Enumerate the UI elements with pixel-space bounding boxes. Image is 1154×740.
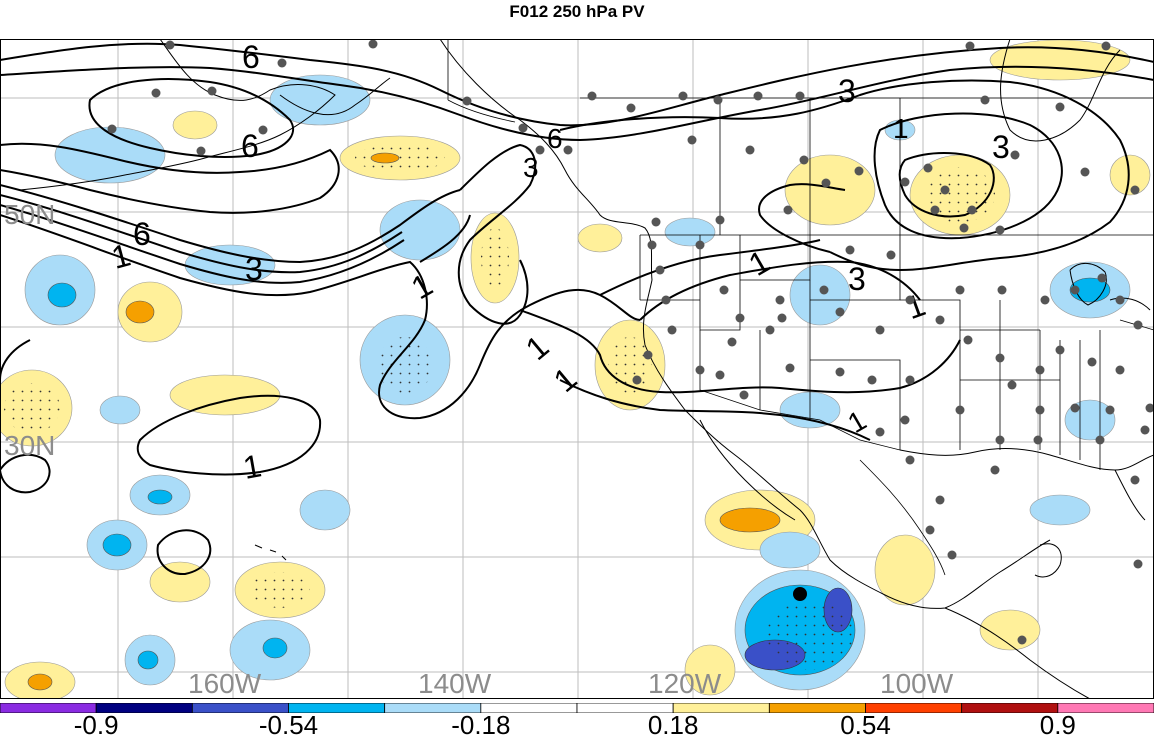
lon-label-160w: 160W xyxy=(188,668,262,699)
contour-label: 6 xyxy=(242,39,260,75)
contour-label: 3 xyxy=(848,261,866,297)
contour-label: 3 xyxy=(992,129,1010,165)
contour-label: 3 xyxy=(245,251,263,287)
colorbar-tick-label: -0.9 xyxy=(74,712,119,739)
contour-label: 3 xyxy=(523,152,539,183)
colorbar-tick-label: -0.18 xyxy=(451,712,510,739)
colorbar-labels: -0.9 -0.54 -0.18 0.18 0.54 0.9 xyxy=(0,712,1154,739)
pv-map: 6 6 6 6 3 3 3 3 3 1 1 1 1 1 1 1 1 1 xyxy=(0,39,1154,699)
colorbar-tick-label: -0.54 xyxy=(259,712,318,739)
contour-label: 6 xyxy=(547,123,563,154)
contour-label: 1 xyxy=(893,113,909,144)
lat-label-50n: 50N xyxy=(4,199,55,230)
lat-label-30n: 30N xyxy=(4,430,55,461)
lon-label-140w: 140W xyxy=(418,668,492,699)
lon-label-120w: 120W xyxy=(648,668,722,699)
colorbar-tick-label: 0.9 xyxy=(1040,712,1076,739)
map-title: F012 250 hPa PV xyxy=(0,0,1154,30)
colorbar-tick-label: 0.54 xyxy=(840,712,891,739)
contour-label: 6 xyxy=(133,216,151,252)
colorbar-tick-label: 0.18 xyxy=(648,712,699,739)
storm-center-marker xyxy=(793,587,807,601)
contour-label: 3 xyxy=(838,73,856,109)
lon-label-100w: 100W xyxy=(880,668,954,699)
contour-label: 6 xyxy=(241,128,259,164)
